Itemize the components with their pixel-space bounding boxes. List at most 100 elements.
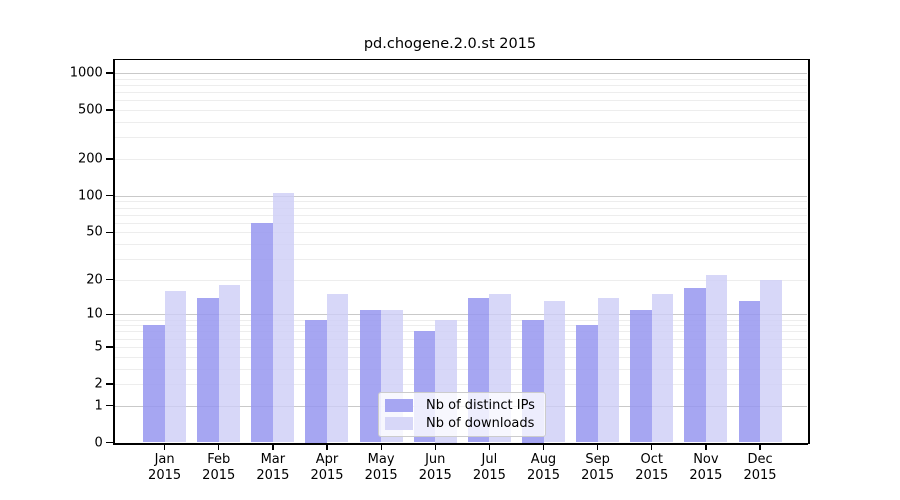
- y-tick-label-100: 100: [77, 188, 103, 204]
- bar-downloads-sep: [597, 297, 620, 443]
- legend-swatch-distinct-ips: [385, 399, 413, 412]
- gridline-minor-900: [114, 78, 808, 80]
- gridline-minor-4: [114, 356, 808, 358]
- gridline-minor-300: [114, 137, 808, 139]
- y-tick-label-500: 500: [77, 102, 103, 118]
- x-tick-label-dec: Dec 2015: [743, 452, 777, 483]
- x-tick-label-feb: Feb 2015: [202, 452, 236, 483]
- y-tick-1000: [106, 72, 114, 74]
- y-tick-0: [106, 442, 114, 444]
- bar-distinct-ips-dec: [738, 301, 761, 443]
- legend: Nb of distinct IPs Nb of downloads: [378, 392, 546, 437]
- x-tick-dec: [759, 443, 761, 450]
- gridline-minor-400: [114, 121, 808, 123]
- y-tick-label-0: 0: [94, 435, 103, 451]
- gridline-minor-9: [114, 319, 808, 321]
- gridline-major-1000: [114, 73, 808, 75]
- x-tick-feb: [218, 443, 220, 450]
- bar-distinct-ips-mar: [251, 222, 273, 443]
- x-tick-label-jan: Jan 2015: [148, 452, 182, 483]
- x-tick-aug: [542, 443, 545, 450]
- y-tick-500: [106, 109, 114, 111]
- gridline-minor-200: [114, 158, 808, 160]
- x-tick-label-oct: Oct 2015: [635, 452, 669, 483]
- bar-downloads-oct: [651, 294, 674, 443]
- x-tick-jun: [434, 443, 436, 450]
- gridline-major-10: [114, 314, 808, 316]
- bar-distinct-ips-may: [359, 309, 382, 443]
- plot-spine-top: [113, 59, 809, 61]
- bar-distinct-ips-jan: [143, 325, 165, 443]
- bar-downloads-mar: [272, 193, 295, 443]
- y-tick-label-10: 10: [86, 306, 103, 322]
- gridline-minor-500: [114, 110, 808, 112]
- y-tick-label-200: 200: [77, 151, 103, 167]
- plot-spine-right: [808, 59, 810, 444]
- gridline-minor-600: [114, 100, 808, 102]
- x-tick-label-jul: Jul 2015: [472, 452, 506, 483]
- x-tick-apr: [326, 443, 328, 450]
- plot-spine-left: [113, 59, 115, 443]
- gridline-minor-90: [114, 201, 808, 203]
- x-tick-jan: [164, 443, 166, 450]
- y-tick-label-1000: 1000: [69, 65, 103, 81]
- x-tick-label-apr: Apr 2015: [310, 452, 344, 483]
- gridline-minor-70: [114, 214, 808, 216]
- y-tick-50: [106, 231, 114, 234]
- y-tick-label-1: 1: [94, 398, 103, 414]
- x-tick-sep: [597, 443, 599, 450]
- y-tick-2: [106, 383, 114, 385]
- gridline-minor-60: [114, 222, 808, 224]
- y-tick-20: [106, 279, 114, 281]
- x-tick-may: [380, 443, 382, 450]
- legend-item-distinct-ips: Nb of distinct IPs: [385, 398, 539, 413]
- bar-downloads-jan: [164, 291, 187, 443]
- y-tick-100: [106, 195, 114, 197]
- y-tick-label-5: 5: [94, 339, 103, 355]
- y-tick-200: [106, 158, 114, 160]
- legend-item-downloads: Nb of downloads: [385, 416, 539, 431]
- x-tick-label-aug: Aug 2015: [526, 452, 561, 483]
- y-tick-label-50: 50: [86, 224, 103, 240]
- y-tick-5: [106, 346, 114, 348]
- gridline-minor-6: [114, 338, 808, 340]
- bar-distinct-ips-nov: [684, 288, 706, 443]
- x-tick-label-may: May 2015: [364, 452, 398, 483]
- plot-spine-bottom: [113, 443, 809, 445]
- y-tick-label-2: 2: [94, 376, 103, 392]
- gridline-minor-80: [114, 207, 808, 209]
- bar-downloads-dec: [760, 279, 782, 443]
- x-tick-label-jun: Jun 2015: [418, 452, 452, 483]
- legend-label-distinct-ips: Nb of distinct IPs: [426, 398, 535, 413]
- gridline-minor-2: [114, 383, 808, 385]
- y-tick-10: [106, 313, 114, 316]
- legend-swatch-downloads: [385, 417, 413, 430]
- x-tick-label-sep: Sep 2015: [581, 452, 615, 483]
- gridline-minor-8: [114, 325, 808, 327]
- bar-downloads-feb: [218, 285, 241, 443]
- x-tick-label-mar: Mar 2015: [256, 452, 290, 483]
- gridline-minor-5: [114, 346, 808, 348]
- bar-downloads-apr: [326, 294, 349, 443]
- gridline-minor-800: [114, 84, 808, 86]
- bar-distinct-ips-sep: [576, 325, 598, 443]
- gridline-minor-50: [114, 232, 808, 234]
- gridline-major-100: [114, 195, 808, 197]
- gridline-minor-20: [114, 279, 808, 281]
- x-tick-jul: [488, 443, 491, 450]
- x-tick-mar: [272, 443, 274, 450]
- gridline-minor-40: [114, 244, 808, 245]
- x-tick-nov: [705, 443, 707, 450]
- bar-distinct-ips-feb: [197, 297, 219, 443]
- bar-distinct-ips-apr: [305, 319, 327, 443]
- x-tick-label-nov: Nov 2015: [689, 452, 723, 483]
- gridline-minor-30: [114, 258, 808, 260]
- x-tick-oct: [651, 443, 653, 450]
- legend-label-downloads: Nb of downloads: [426, 416, 535, 431]
- y-tick-1: [106, 405, 114, 407]
- chart-title: pd.chogene.2.0.st 2015: [363, 36, 537, 52]
- y-tick-label-20: 20: [86, 272, 103, 288]
- bar-downloads-nov: [705, 274, 728, 443]
